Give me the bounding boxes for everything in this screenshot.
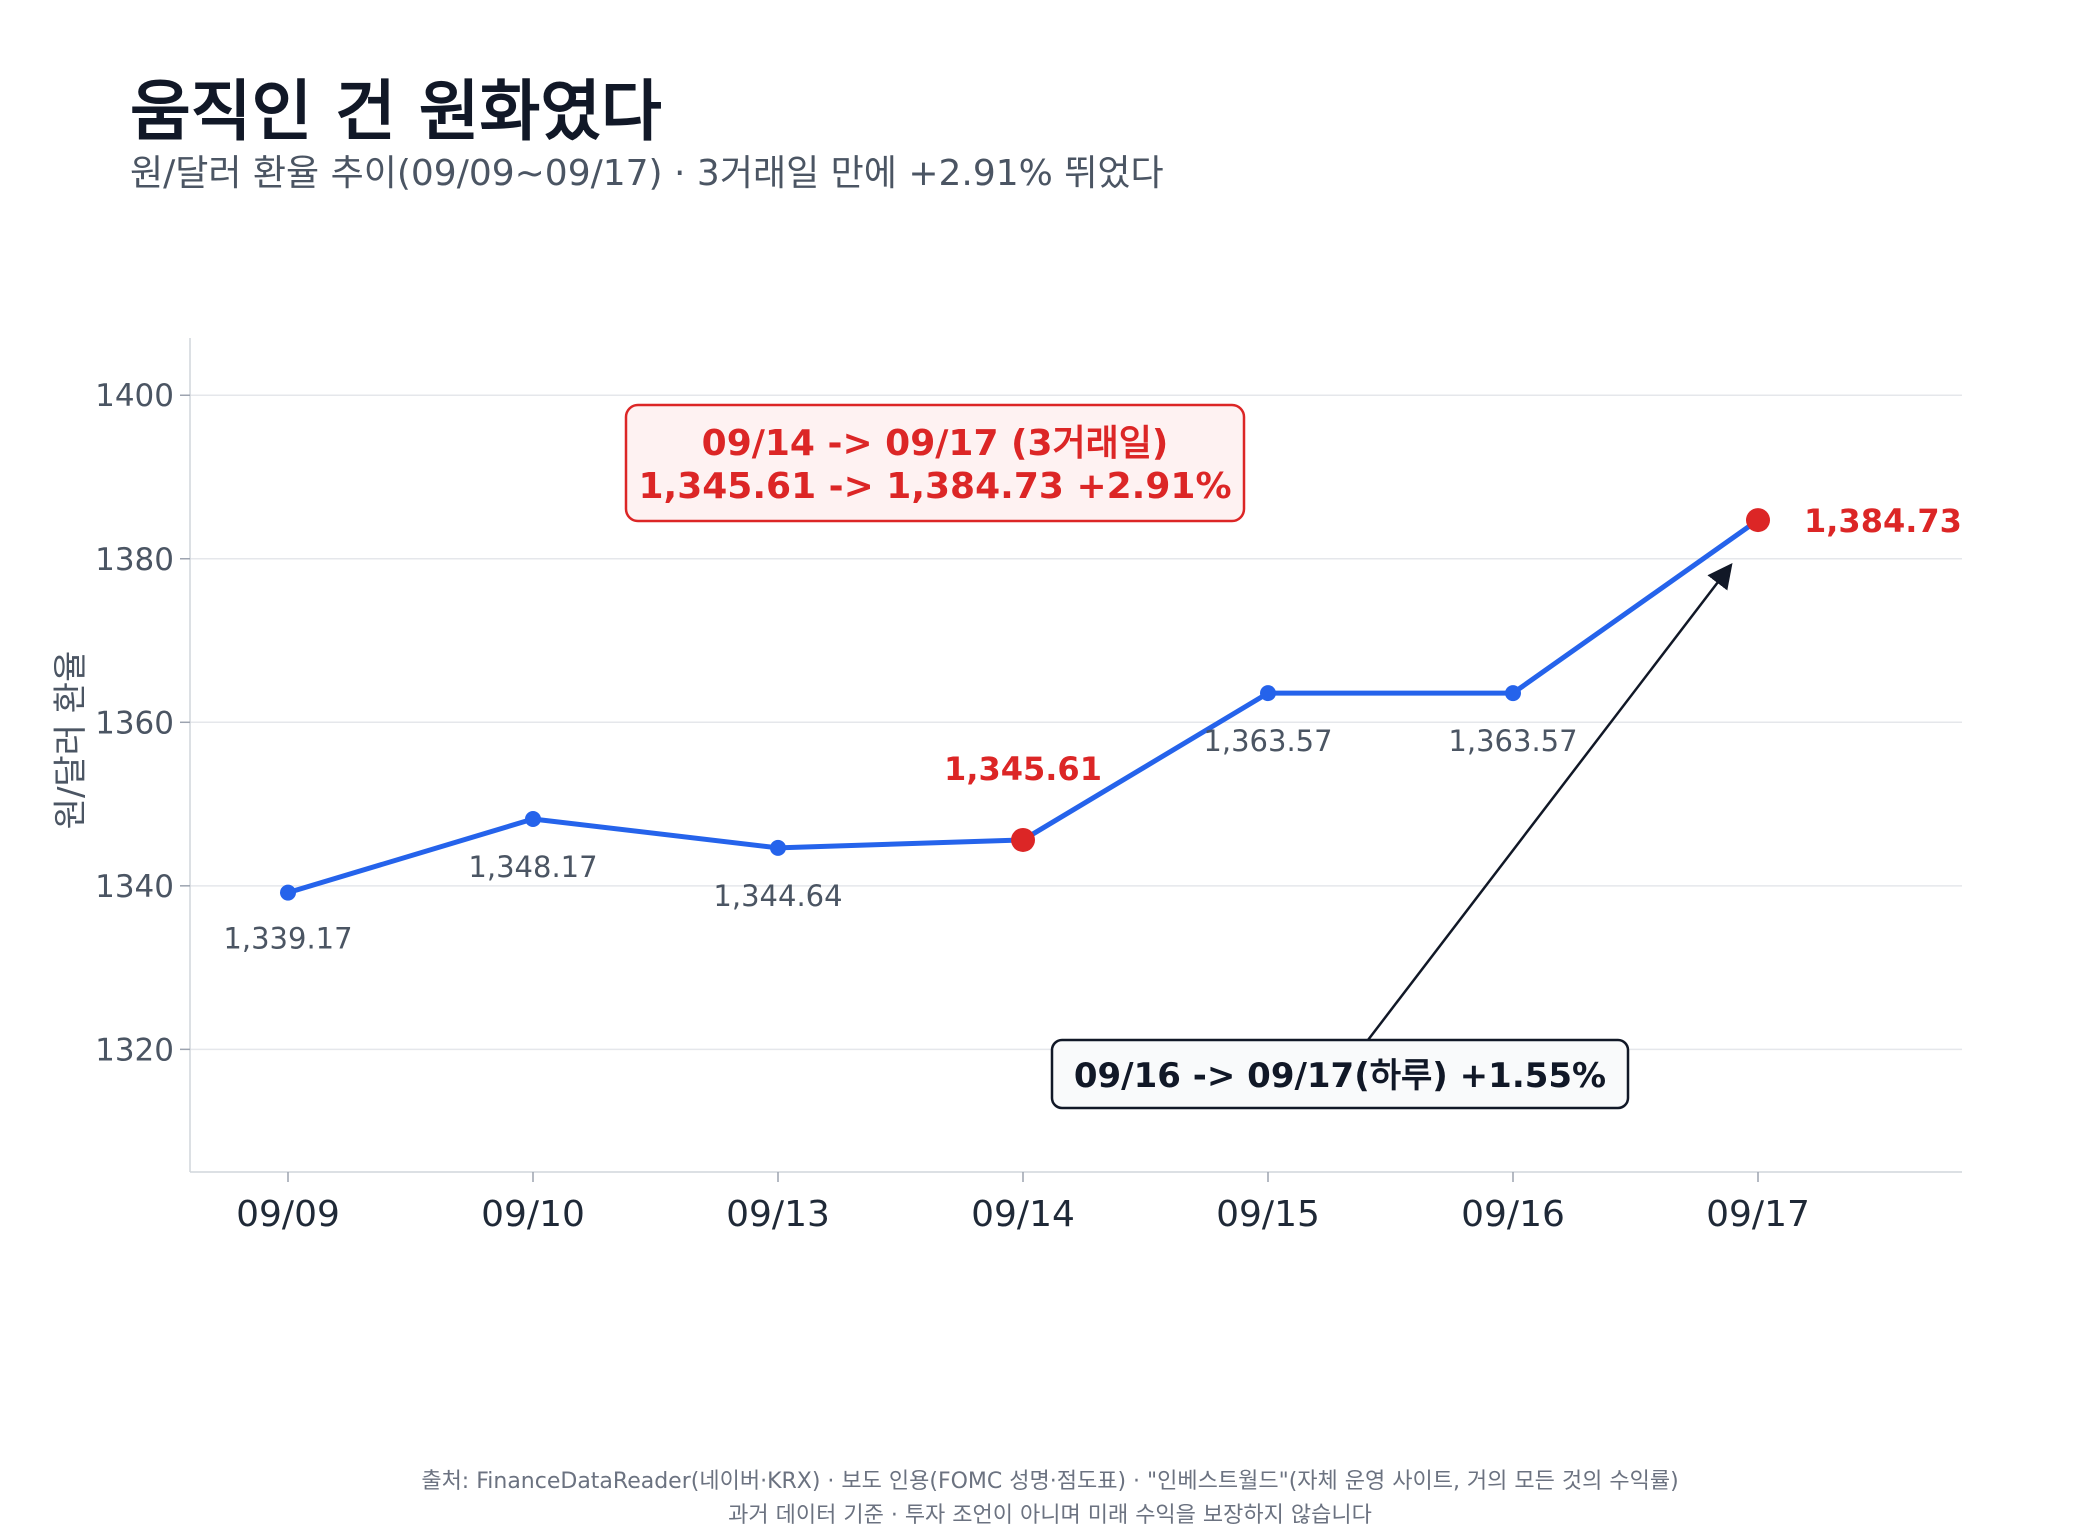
data-point (1505, 685, 1521, 702)
y-axis-label: 원/달러 환율 (51, 651, 91, 830)
data-label: 1,345.61 (944, 750, 1102, 788)
data-label: 1,339.17 (223, 922, 352, 956)
x-tick-label: 09/15 (1216, 1194, 1320, 1235)
y-tick-label: 1360 (95, 705, 174, 741)
x-tick-label: 09/10 (481, 1194, 585, 1235)
annotation-arrow (1367, 563, 1733, 1041)
data-point (280, 884, 296, 901)
annotation-3day-line1: 09/14 -> 09/17 (3거래일) (702, 423, 1169, 464)
annotation-box-3day (624, 403, 1246, 523)
data-point-highlight (1746, 508, 1770, 533)
annotation-1day-text: 09/16 -> 09/17(하루) +1.55% (1074, 1056, 1606, 1096)
y-tick-label: 1400 (95, 378, 174, 414)
x-tick-label: 09/14 (971, 1194, 1075, 1235)
x-tick-label: 09/13 (726, 1194, 830, 1235)
y-tick-label: 1380 (95, 542, 174, 578)
data-label: 1,363.57 (1448, 724, 1577, 758)
data-point (525, 811, 541, 828)
footer-disclaimer: 과거 데이터 기준 · 투자 조언이 아니며 미래 수익을 보장하지 않습니다 (728, 1503, 1372, 1528)
x-tick-label: 09/09 (236, 1194, 340, 1235)
data-label: 1,348.17 (468, 850, 597, 884)
data-label: 1,363.57 (1203, 724, 1332, 758)
data-label: 1,384.73 (1804, 502, 1962, 540)
x-tick-label: 09/17 (1706, 1194, 1810, 1235)
y-tick-label: 1340 (95, 869, 174, 905)
data-point (770, 839, 786, 856)
annotation-3day-line2: 1,345.61 -> 1,384.73 +2.91% (638, 466, 1231, 507)
data-label: 1,344.64 (713, 879, 842, 913)
y-tick-label: 1320 (95, 1032, 174, 1068)
annotation-box-1day (1050, 1038, 1630, 1110)
x-tick-label: 09/16 (1461, 1194, 1565, 1235)
footer-source: 출처: FinanceDataReader(네이버·KRX) · 보도 인용(F… (421, 1469, 1679, 1494)
data-point (1260, 685, 1276, 702)
page-title: 움직인 건 원화였다 (130, 73, 662, 150)
data-point-highlight (1011, 827, 1035, 852)
page-subtitle: 원/달러 환율 추이(09/09~09/17) · 3거래일 만에 +2.91%… (130, 153, 1164, 194)
